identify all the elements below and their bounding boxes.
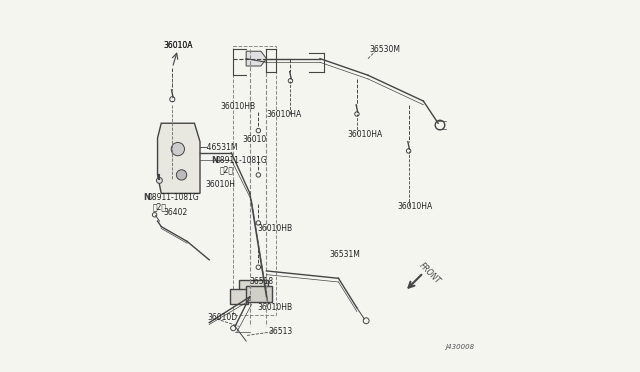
Text: 36010HA: 36010HA xyxy=(266,109,301,119)
Text: 36010HB: 36010HB xyxy=(220,102,255,111)
Text: 36530M: 36530M xyxy=(370,45,401,54)
Text: FRONT: FRONT xyxy=(418,261,443,286)
Text: （2）: （2） xyxy=(153,202,167,211)
Text: （2）: （2） xyxy=(220,165,234,174)
Circle shape xyxy=(172,142,184,156)
Circle shape xyxy=(156,177,163,183)
Text: $\bf{N}$: $\bf{N}$ xyxy=(211,154,220,165)
Text: 36010HA: 36010HA xyxy=(348,130,383,139)
Text: 36518: 36518 xyxy=(250,278,274,286)
Polygon shape xyxy=(246,286,272,302)
Polygon shape xyxy=(230,289,248,304)
Text: 36402: 36402 xyxy=(163,208,188,217)
Text: 36010HA: 36010HA xyxy=(397,202,433,211)
Text: $\bf{N}$: $\bf{N}$ xyxy=(143,191,151,202)
Text: 36010A: 36010A xyxy=(163,41,193,50)
Text: 36010HB: 36010HB xyxy=(257,224,292,233)
Circle shape xyxy=(177,170,187,180)
Text: 08911-1081G: 08911-1081G xyxy=(148,193,199,202)
Text: 08911-1081G: 08911-1081G xyxy=(216,156,268,166)
Text: 36010A: 36010A xyxy=(163,41,193,50)
Text: 36513: 36513 xyxy=(268,327,292,336)
Polygon shape xyxy=(239,280,268,299)
Text: 36010D: 36010D xyxy=(207,312,237,321)
Text: 36010HB: 36010HB xyxy=(257,303,292,312)
Polygon shape xyxy=(246,51,266,66)
Polygon shape xyxy=(157,123,200,193)
Text: —46531M: —46531M xyxy=(200,143,239,152)
Text: 36010: 36010 xyxy=(243,135,267,144)
Text: 36531M: 36531M xyxy=(329,250,360,259)
Text: J430008: J430008 xyxy=(445,344,475,350)
Text: 36010H: 36010H xyxy=(205,180,236,189)
